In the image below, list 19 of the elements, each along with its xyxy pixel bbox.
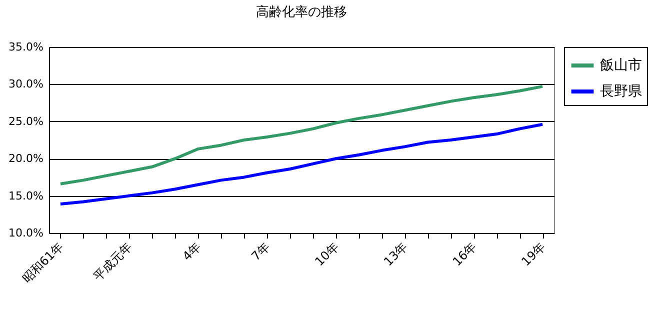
legend-label: 長野県 [600,84,642,100]
y-tick-label: 10.0% [8,226,44,240]
x-tick-label: 昭和61年 [20,240,66,286]
x-tick-label: 16年 [450,240,480,269]
x-tick-label: 平成元年 [90,240,135,284]
x-tick-label: 10年 [312,240,342,269]
line-series [58,122,544,206]
x-tick-label: 4年 [180,240,204,264]
line-series [58,84,544,186]
x-tick-label: 19年 [518,240,548,269]
y-tick-label: 20.0% [8,152,44,166]
chart-title: 高齢化率の推移 [256,4,347,20]
y-tick-label: 15.0% [8,189,44,202]
y-tick-label: 25.0% [8,114,44,128]
y-tick-label: 30.0% [8,78,44,91]
x-tick-label: 7年 [248,240,273,264]
legend-label: 飯山市 [600,58,642,74]
x-tick-label: 13年 [381,240,410,269]
y-tick-label: 35.0% [8,40,44,54]
